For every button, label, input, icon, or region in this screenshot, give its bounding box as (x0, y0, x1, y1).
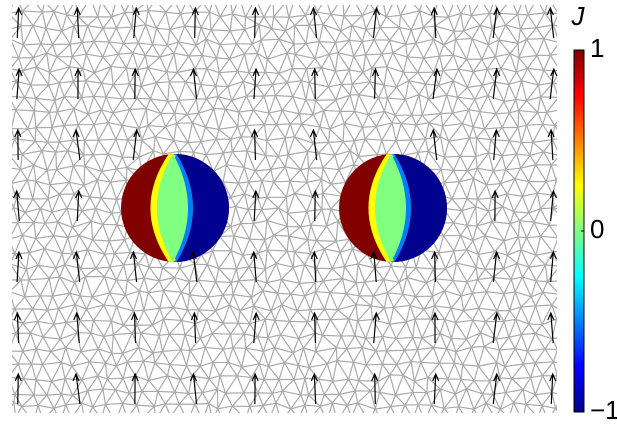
colorbar-tick-label: 1 (590, 33, 604, 63)
colorbar-label: J (571, 1, 586, 31)
arrow (493, 374, 500, 404)
mesh-lines (1, 0, 589, 425)
arrow (310, 130, 316, 160)
arrow (312, 313, 318, 343)
arrow (15, 130, 21, 160)
arrow (190, 374, 196, 404)
disk (339, 154, 447, 262)
arrow (15, 374, 21, 404)
colorbar-tick-label: −1 (590, 395, 617, 425)
chart: J 1 0 −1 (0, 0, 617, 425)
colorbar-tick-label: 0 (590, 214, 604, 244)
disks (121, 154, 447, 262)
arrow (133, 8, 139, 38)
disk (121, 154, 229, 262)
arrow (373, 313, 379, 343)
arrow (492, 191, 498, 221)
arrow (252, 374, 258, 404)
arrow (192, 8, 198, 38)
arrow (433, 374, 439, 404)
arrow (493, 69, 499, 99)
mesh (1, 0, 589, 425)
arrow (252, 130, 258, 160)
arrow (550, 252, 556, 282)
